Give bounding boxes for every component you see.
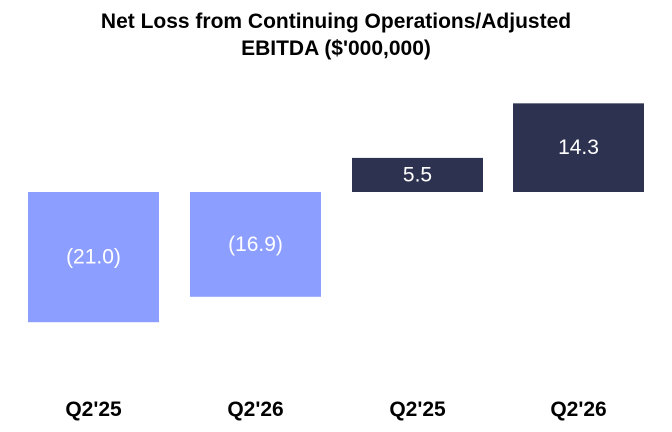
category-label-2: Q2'26 (227, 398, 283, 421)
bar-value-label-4: 14.3 (558, 136, 599, 159)
bar-4 (513, 103, 644, 192)
bar-value-label-1: (21.0) (66, 246, 121, 269)
chart-title: Net Loss from Continuing Operations/Adju… (0, 8, 672, 62)
chart-title-line-1: Net Loss from Continuing Operations/Adju… (100, 10, 572, 33)
category-label-3: Q2'25 (389, 398, 446, 421)
bars-group (28, 103, 644, 323)
category-labels-group: Q2'25 Q2'26 Q2'25 Q2'26 (65, 398, 606, 421)
bar-2 (190, 192, 321, 297)
bar-value-label-3: 5.5 (403, 163, 432, 186)
bar-1 (28, 192, 159, 323)
category-label-4: Q2'26 (550, 398, 606, 421)
bar-3 (352, 157, 483, 192)
bar-value-label-2: (16.9) (228, 233, 283, 256)
bar-labels-group: (21.0) (16.9) 5.5 14.3 (66, 136, 599, 268)
chart-title-line-2: EBITDA ($'000,000) (241, 37, 431, 60)
category-label-1: Q2'25 (65, 398, 122, 421)
